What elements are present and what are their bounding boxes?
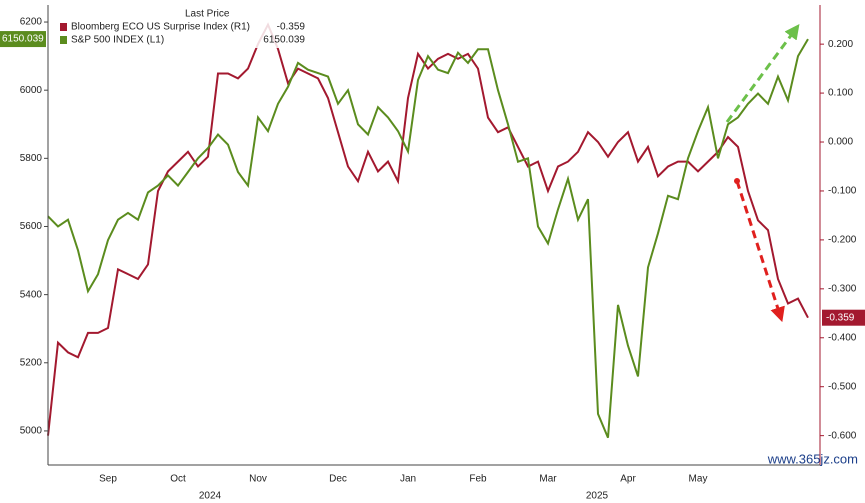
last-value-box <box>822 309 865 326</box>
x-tick-label: Mar <box>539 474 557 485</box>
plot-area <box>47 22 809 439</box>
y2-tick-label: -0.100 <box>828 186 857 197</box>
year-label: 2024 <box>199 491 222 502</box>
legend-label: S&P 500 INDEX (L1) <box>71 35 164 46</box>
legend-header: Last Price <box>185 9 230 20</box>
x-tick-label: Dec <box>329 474 347 485</box>
x-tick-label: Sep <box>99 474 117 485</box>
x-tick-label: May <box>689 474 708 485</box>
legend: Last Price Bloomberg ECO US Surprise Ind… <box>55 6 310 48</box>
up-arrow <box>725 23 800 123</box>
y-tick-label: 5000 <box>20 426 43 437</box>
y2-tick-label: 0.000 <box>828 137 853 148</box>
y-tick-label: 5600 <box>20 221 43 232</box>
y2-tick-label: -0.200 <box>828 235 857 246</box>
y2-tick-label: -0.500 <box>828 381 857 392</box>
legend-swatch <box>60 23 67 31</box>
last-value-label: -0.359 <box>826 312 855 323</box>
y-tick-label: 5400 <box>20 289 43 300</box>
legend-value: -0.359 <box>277 22 306 33</box>
last-value-box <box>0 31 46 48</box>
series-line <box>47 38 809 439</box>
y-tick-label: 5200 <box>20 357 43 368</box>
y2-tick-label: -0.600 <box>828 430 857 441</box>
legend-value: 6150.039 <box>263 35 305 46</box>
x-tick-label: Oct <box>170 474 186 485</box>
legend-label: Bloomberg ECO US Surprise Index (R1) <box>71 22 250 33</box>
y-tick-label: 6200 <box>20 17 43 28</box>
legend-box <box>55 6 310 48</box>
year-label: 2025 <box>586 491 609 502</box>
y-tick-label: 6000 <box>20 85 43 96</box>
y2-tick-label: 0.100 <box>828 88 853 99</box>
x-tick-label: Nov <box>249 474 267 485</box>
series-line <box>47 22 809 436</box>
watermark: www.365jz.com <box>767 451 858 466</box>
x-tick-label: Jan <box>400 474 416 485</box>
y-tick-label: 5800 <box>20 153 43 164</box>
last-value-label: 6150.039 <box>2 34 44 45</box>
y2-tick-label: 0.200 <box>828 39 853 50</box>
legend-swatch <box>60 36 67 44</box>
x-tick-label: Apr <box>620 474 636 485</box>
x-tick-label: Feb <box>469 474 487 485</box>
y2-tick-label: -0.400 <box>828 332 857 343</box>
down-arrow <box>735 180 785 323</box>
y2-tick-label: -0.300 <box>828 283 857 294</box>
